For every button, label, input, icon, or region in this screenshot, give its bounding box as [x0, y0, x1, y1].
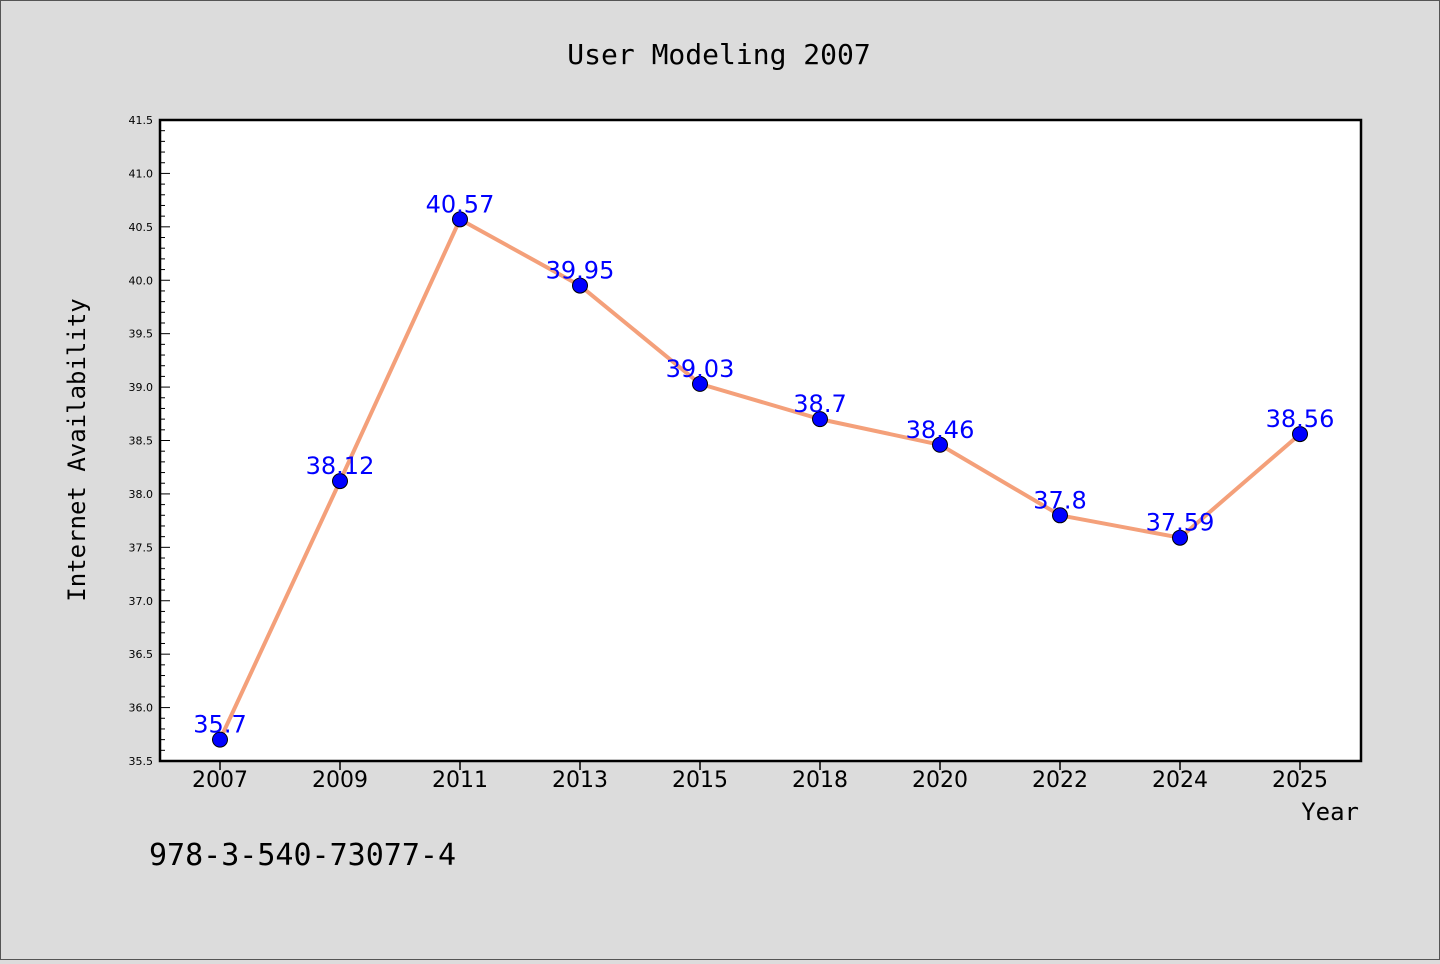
- data-label: 38.7: [793, 390, 846, 418]
- isbn-annotation: 978-3-540-73077-4: [149, 838, 456, 873]
- y-tick-label: 36.5: [129, 648, 154, 661]
- x-axis: 2007 2009 2011 2013 2015 2018 2020 2022 2024 2025: [192, 761, 1328, 793]
- data-point: [932, 436, 948, 453]
- y-axis-label: Internet Availability: [63, 298, 91, 601]
- data-label: 40.57: [426, 190, 495, 218]
- x-tick-label: 2009: [312, 768, 368, 793]
- x-tick-label: 2015: [672, 768, 728, 793]
- x-tick-label: 2013: [552, 768, 608, 793]
- data-label: 38.56: [1266, 405, 1335, 433]
- x-tick-label: 2018: [792, 768, 848, 793]
- y-tick-label: 38.5: [129, 435, 154, 448]
- data-point: [572, 277, 588, 294]
- data-label: 37.8: [1033, 486, 1086, 514]
- series-line: [218, 217, 1302, 742]
- data-labels: 35.7 38.12 40.57 39.95 39.03 38.7 38.46 37.8 37.…: [193, 190, 1334, 738]
- y-tick-label: 39.0: [129, 381, 154, 394]
- x-axis-label: Year: [1301, 798, 1359, 826]
- series-line-group: [212, 211, 1308, 748]
- plot-area: [158, 118, 1363, 763]
- x-tick-label: 2007: [192, 768, 248, 793]
- x-tick-label: 2024: [1152, 768, 1208, 793]
- y-tick-label: 36.0: [129, 702, 154, 715]
- data-point: [692, 375, 708, 392]
- data-point: [452, 211, 468, 228]
- x-tick-label: 2011: [432, 768, 488, 793]
- y-tick-label: 37.5: [129, 541, 154, 554]
- y-axis: 35.5 36.0 36.5 37.0 37.5 38.0 38.5 39.0 39.5 40.0…: [129, 114, 170, 768]
- data-label: 39.03: [666, 355, 735, 383]
- data-point: [212, 731, 228, 748]
- x-tick-label: 2020: [912, 768, 968, 793]
- chart-title: User Modeling 2007: [567, 38, 870, 71]
- data-point: [332, 473, 348, 490]
- y-tick-label: 41.5: [129, 114, 154, 127]
- y-tick-label: 39.5: [129, 328, 154, 341]
- y-tick-label: 35.5: [129, 755, 154, 768]
- data-point: [1052, 507, 1068, 524]
- x-tick-label: 2025: [1272, 768, 1328, 793]
- data-label: 35.7: [193, 711, 246, 739]
- data-point: [1172, 529, 1188, 546]
- data-label: 37.59: [1146, 509, 1215, 537]
- y-tick-label: 38.0: [129, 488, 154, 501]
- y-tick-label: 40.0: [129, 274, 154, 287]
- y-tick-label: 37.0: [129, 595, 154, 608]
- x-tick-label: 2022: [1032, 768, 1088, 793]
- data-label: 38.12: [306, 452, 375, 480]
- data-point: [812, 411, 828, 428]
- y-tick-label: 40.5: [129, 221, 154, 234]
- data-label: 39.95: [546, 257, 615, 285]
- data-point: [1292, 426, 1308, 443]
- y-tick-label: 41.0: [129, 167, 154, 180]
- data-label: 38.46: [906, 416, 975, 444]
